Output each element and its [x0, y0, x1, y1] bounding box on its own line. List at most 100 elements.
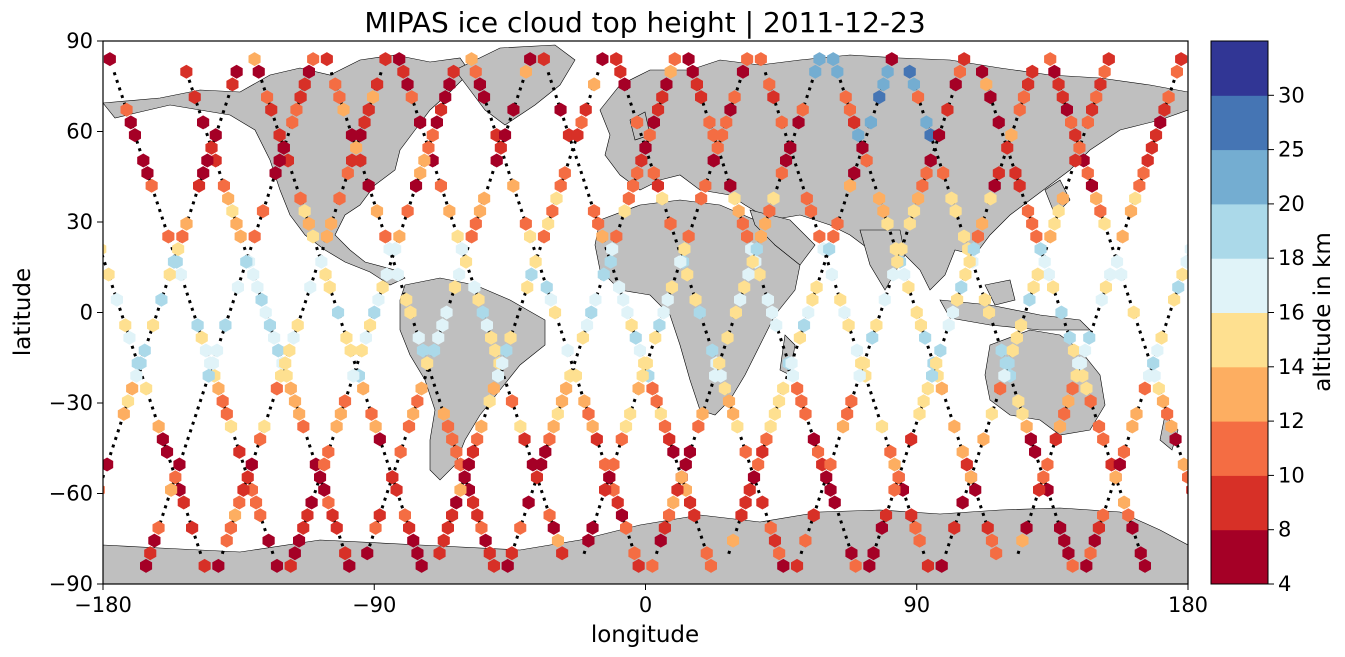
colorbar-segment: [1211, 312, 1268, 368]
data-point: [756, 495, 769, 510]
data-point: [643, 128, 656, 143]
data-point: [877, 77, 890, 92]
data-point: [588, 77, 601, 92]
data-point: [1048, 64, 1061, 79]
data-point: [455, 242, 468, 257]
data-point: [539, 444, 552, 459]
data-point: [359, 330, 372, 345]
data-point: [437, 533, 450, 548]
data-point: [753, 267, 766, 282]
data-point: [985, 533, 998, 548]
data-point: [393, 229, 406, 244]
data-point: [124, 115, 137, 130]
data-point: [582, 406, 595, 421]
data-point: [501, 558, 514, 573]
data-point: [1156, 394, 1170, 409]
data-point: [199, 343, 212, 358]
data-point: [852, 128, 865, 143]
colorbar-tick-label: 30: [1278, 83, 1305, 107]
data-point: [222, 191, 235, 206]
data-point: [926, 368, 939, 383]
data-point: [529, 254, 542, 269]
data-point: [415, 558, 428, 573]
data-point: [610, 52, 623, 67]
data-point: [692, 419, 705, 434]
data-point: [967, 242, 980, 257]
data-point: [1104, 267, 1117, 282]
data-point: [633, 343, 646, 358]
colorbar-segment: [1211, 529, 1268, 585]
data-point: [32, 52, 44, 66]
data-point: [1013, 178, 1026, 193]
data-point: [807, 432, 820, 447]
data-point: [297, 520, 310, 535]
data-point: [802, 305, 815, 320]
data-point: [121, 394, 135, 409]
data-point: [1161, 406, 1174, 421]
data-point: [340, 330, 353, 345]
data-point: [613, 280, 626, 295]
data-point: [827, 229, 840, 244]
data-point: [205, 140, 218, 155]
data-point: [700, 546, 713, 561]
data-point: [592, 216, 605, 231]
data-point: [188, 90, 201, 105]
data-point: [905, 508, 918, 523]
data-point: [1147, 356, 1160, 371]
data-point: [401, 77, 414, 92]
data-point: [362, 102, 375, 117]
data-point: [948, 520, 961, 535]
data-point: [490, 153, 503, 168]
y-axis-title: latitude: [10, 268, 36, 356]
data-point: [485, 330, 498, 345]
data-point: [1034, 242, 1047, 257]
data-point: [398, 508, 411, 523]
data-point: [338, 394, 352, 409]
data-point: [443, 204, 456, 219]
data-point: [1115, 267, 1128, 282]
land-indonesia: [939, 299, 1091, 331]
data-point: [248, 52, 261, 67]
data-point: [1074, 356, 1087, 371]
data-point: [197, 115, 210, 130]
data-point: [1020, 520, 1033, 535]
data-point: [489, 343, 502, 358]
data-point: [1033, 482, 1046, 497]
data-point: [754, 52, 767, 67]
data-point: [867, 546, 880, 561]
data-point: [394, 444, 407, 459]
data-point: [767, 191, 780, 206]
data-point: [1080, 381, 1093, 396]
data-point: [888, 457, 901, 472]
data-point: [137, 153, 150, 168]
data-point: [1058, 406, 1071, 421]
data-point: [791, 381, 804, 396]
data-point: [270, 558, 283, 573]
data-point: [809, 64, 822, 79]
data-point: [212, 558, 225, 573]
data-point: [103, 457, 114, 472]
data-point: [831, 216, 844, 231]
data-point: [773, 546, 786, 561]
data-point: [849, 558, 862, 573]
data-point: [44, 90, 56, 104]
data-point: [971, 229, 984, 244]
data-point: [1138, 558, 1151, 573]
data-point: [1079, 343, 1092, 358]
data-point: [1111, 254, 1124, 269]
data-point: [775, 115, 788, 130]
data-point: [332, 305, 345, 320]
data-point: [265, 102, 278, 117]
data-point: [283, 343, 296, 358]
data-point: [254, 508, 267, 523]
data-point: [647, 115, 660, 130]
data-point: [767, 90, 780, 105]
data-point: [40, 77, 52, 91]
data-point: [983, 305, 996, 320]
data-point: [147, 318, 160, 333]
data-point: [560, 381, 573, 396]
data-point: [654, 406, 667, 421]
data-point: [632, 381, 645, 396]
data-point: [770, 318, 783, 333]
colorbar-segment: [1211, 421, 1268, 476]
